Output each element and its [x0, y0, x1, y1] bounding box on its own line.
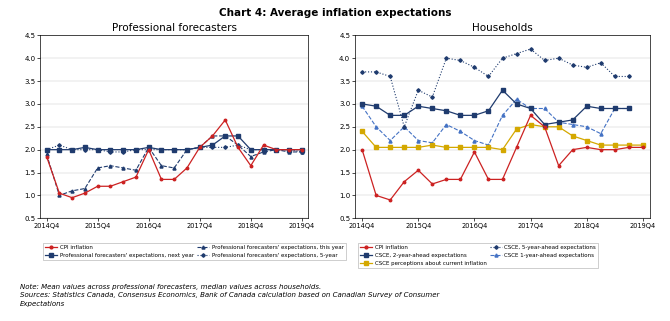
Legend: CPI inflation, Professional forecasters' expectations, next year, Professional f: CPI inflation, Professional forecasters'…: [43, 243, 346, 260]
Title: Professional forecasters: Professional forecasters: [112, 23, 237, 33]
Text: Note: Mean values across professional forecasters, median values across househol: Note: Mean values across professional fo…: [20, 284, 440, 307]
Title: Households: Households: [472, 23, 533, 33]
Text: Chart 4: Average inflation expectations: Chart 4: Average inflation expectations: [218, 8, 452, 18]
Legend: CPI inflation, CSCE, 2-year-ahead expectations, CSCE perceptions about current i: CPI inflation, CSCE, 2-year-ahead expect…: [358, 243, 598, 268]
